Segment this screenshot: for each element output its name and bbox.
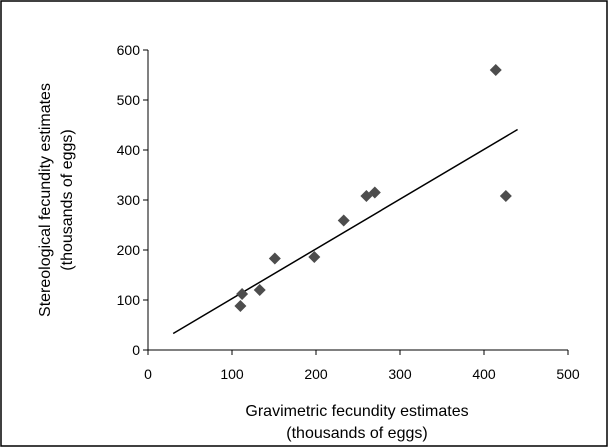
y-axis-ticks: 0 100 200 300 400 500 600 (117, 42, 148, 358)
y-tick-label: 100 (117, 292, 141, 308)
data-point-diamond (253, 284, 266, 296)
y-tick-label: 300 (117, 192, 141, 208)
data-point-diamond (234, 300, 247, 312)
data-point-diamond (489, 64, 502, 76)
data-points (234, 64, 512, 312)
x-tick-label: 400 (472, 366, 496, 382)
data-point-diamond (268, 252, 281, 265)
y-tick-label: 200 (117, 242, 141, 258)
linear-trendline (172, 128, 518, 335)
x-axis-title-line-1: Gravimetric fecundity estimates (245, 403, 468, 420)
data-point-diamond (337, 214, 350, 227)
y-tick-label: 400 (117, 142, 141, 158)
x-axis-title-line-2: (thousands of eggs) (286, 425, 427, 442)
y-axis-title-line-1: Stereological fecundity estimates (37, 83, 54, 317)
x-tick-label: 200 (304, 366, 328, 382)
y-tick-label: 600 (117, 42, 141, 58)
y-tick-label: 500 (117, 92, 141, 108)
data-point-diamond (499, 190, 512, 202)
x-axis-ticks: 0 100 200 300 400 500 (144, 350, 580, 382)
x-tick-label: 0 (144, 366, 152, 382)
x-tick-label: 300 (388, 366, 412, 382)
x-tick-label: 100 (220, 366, 244, 382)
y-tick-label: 0 (132, 342, 140, 358)
x-tick-label: 500 (556, 366, 580, 382)
data-point-diamond (236, 288, 249, 300)
data-point-diamond (368, 186, 381, 199)
data-point-diamond (308, 251, 321, 263)
y-axis-title-line-2: (thousands of eggs) (59, 129, 76, 270)
